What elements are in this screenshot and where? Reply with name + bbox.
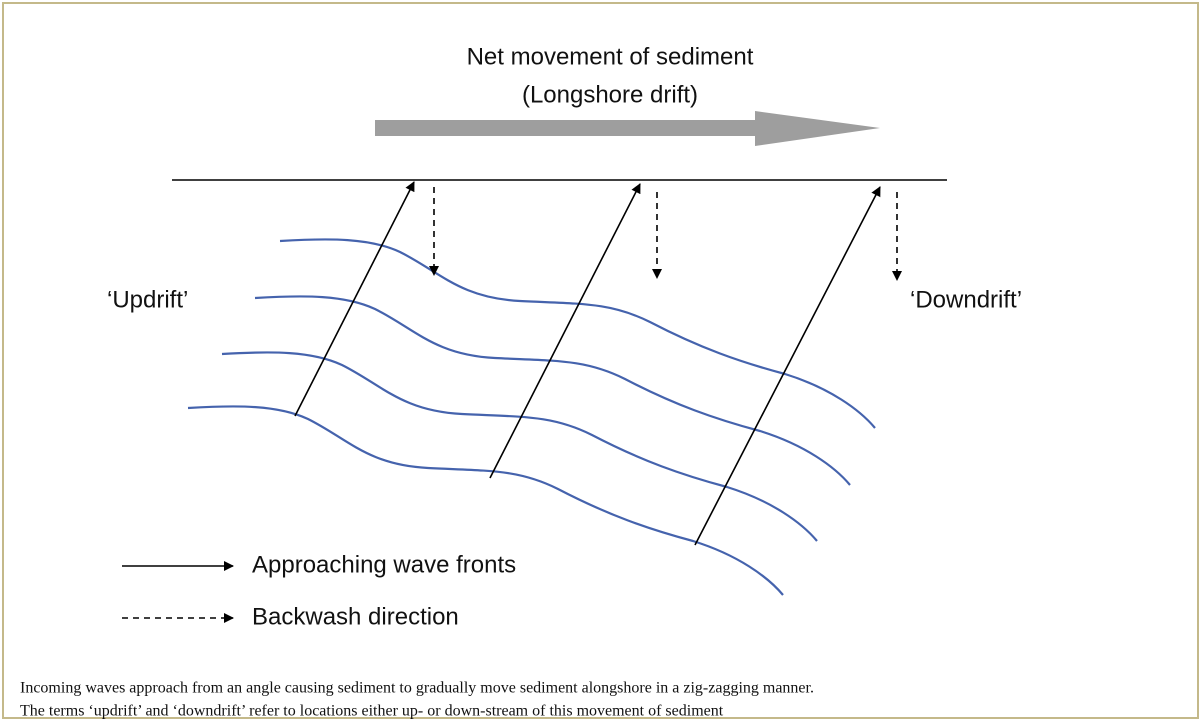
- wave: [254, 295, 851, 486]
- wave: [221, 351, 818, 542]
- title-line: Net movement of sediment: [467, 43, 754, 70]
- wave-front-arrow: [489, 183, 641, 479]
- backwash: [429, 187, 902, 281]
- legend-label: Backwash direction: [252, 603, 459, 630]
- caption-line: Incoming waves approach from an angle ca…: [20, 680, 814, 697]
- wave-front-arrow: [694, 186, 881, 546]
- updrift-label: ‘Updrift’: [107, 286, 188, 313]
- wave: [279, 238, 876, 429]
- wave-fronts: [294, 181, 881, 546]
- title-line: (Longshore drift): [522, 81, 698, 108]
- wave-front-arrow: [294, 181, 415, 417]
- downdrift-label: ‘Downdrift’: [910, 286, 1022, 313]
- legend-label: Approaching wave fronts: [252, 551, 516, 578]
- drift-arrow: [375, 111, 880, 146]
- caption-line: The terms ‘updrift’ and ‘downdrift’ refe…: [20, 703, 724, 720]
